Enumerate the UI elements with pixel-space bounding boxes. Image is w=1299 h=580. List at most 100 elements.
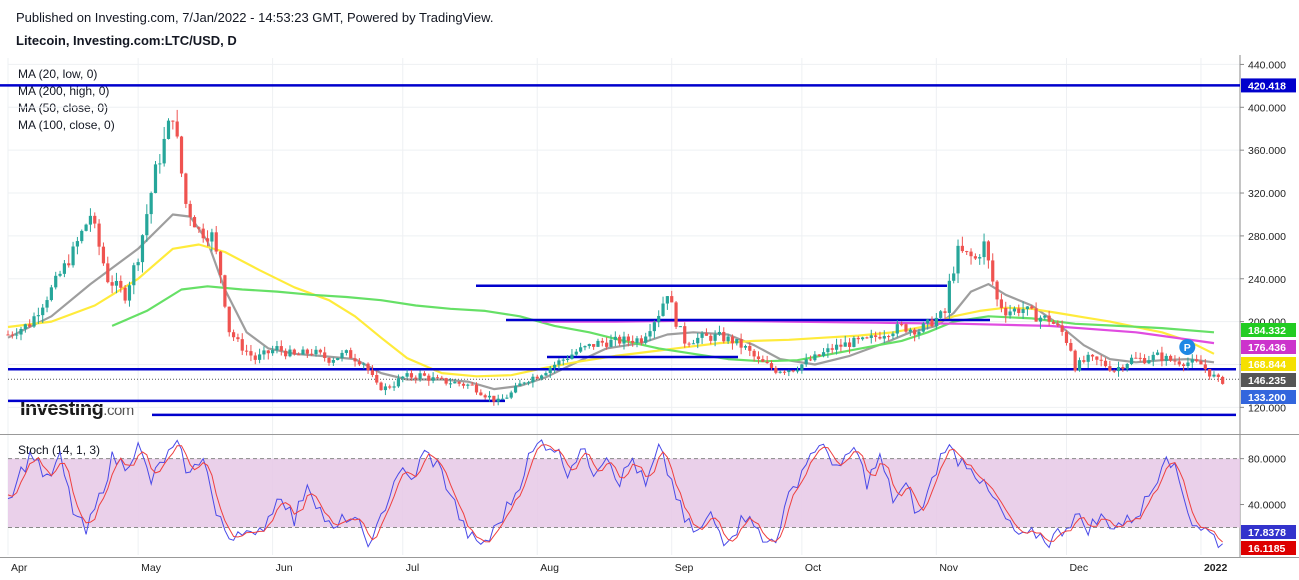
candle-body-37 [166,120,171,139]
x-tick-label-8: Dec [1069,562,1088,574]
y-tick-label-3: 320.000 [1248,188,1286,200]
candle-body-116 [509,392,513,398]
candle-body-130 [570,354,574,359]
candle-body-237 [1034,308,1038,322]
candle-body-170 [743,345,748,348]
candle-body-135 [592,344,596,347]
candle-body-99 [435,377,440,379]
candle-body-188 [821,352,826,357]
candle-body-251 [1095,356,1099,360]
candle-body-279 [1216,374,1220,377]
candle-body-119 [522,382,526,384]
candle-body-166 [726,336,730,342]
x-tick-label-1: May [141,562,162,574]
candle-body-154 [674,302,678,327]
candle-body-217 [947,280,951,313]
candle-body-2 [15,334,19,336]
candle-body-4 [23,324,27,329]
candle-body-145 [635,338,639,343]
candle-body-274 [1195,359,1199,362]
candle-body-141 [618,336,622,344]
candle-body-12 [58,273,62,276]
candle-body-33 [149,193,153,215]
price-tag-0-bg [1241,78,1296,93]
candle-body-157 [687,343,691,345]
candle-body-92 [405,373,409,377]
candle-body-275 [1199,361,1203,365]
candle-body-183 [800,364,804,371]
candle-body-80 [353,358,357,362]
candle-body-6 [32,316,36,327]
candle-body-178 [778,371,782,373]
candle-body-67 [297,354,301,356]
candle-body-57 [253,355,257,360]
price-tag-0-text: 420.418 [1248,80,1286,92]
candle-body-26 [119,280,123,288]
candle-body-167 [730,336,735,344]
candle-body-146 [639,338,643,343]
candle-body-214 [934,317,938,327]
candle-body-58 [258,354,262,360]
marker-text: P [1184,342,1191,354]
candle-body-81 [357,361,361,365]
candle-body-203 [887,336,891,338]
candle-body-69 [305,349,309,354]
candle-body-180 [787,370,791,373]
candle-body-88 [388,386,392,388]
candle-body-71 [314,349,318,355]
price-tag-4-text: 146.235 [1248,375,1286,387]
candle-body-122 [535,376,539,379]
candle-body-169 [739,339,743,348]
candle-body-9 [45,300,49,308]
candle-body-231 [1008,311,1012,316]
candle-body-96 [422,373,427,376]
candle-body-278 [1212,374,1216,377]
candle-body-261 [1138,357,1142,359]
candle-body-161 [704,333,709,336]
stoch-k-line [7,439,1223,549]
candle-body-221 [965,251,969,253]
candle-body-104 [457,381,461,384]
candle-body-184 [804,359,808,365]
candle-body-11 [54,275,58,288]
candle-body-110 [483,395,487,398]
candle-body-276 [1203,364,1207,370]
x-tick-label-7: Nov [939,562,958,574]
candle-body-220 [960,245,964,252]
candle-body-124 [544,373,548,376]
candle-body-277 [1208,369,1212,377]
candle-body-24 [110,282,114,286]
candle-body-38 [171,120,175,122]
ma200-line [541,319,1215,345]
x-tick-label-4: Aug [540,562,559,574]
candle-body-74 [327,357,331,363]
candle-body-236 [1030,306,1034,309]
y-tick-label-2: 360.000 [1248,145,1286,157]
candle-body-192 [839,344,843,347]
price-tags: 420.418 184.332 176.436 168.844 146.235 133.2… [1179,78,1296,555]
candle-body-199 [869,335,873,338]
stoch-tick-label-0: 80.0000 [1248,454,1286,466]
x-tick-label-5: Sep [675,562,694,574]
candle-body-268 [1168,355,1173,361]
candle-body-272 [1186,362,1190,367]
candle-body-132 [579,347,583,352]
candle-body-159 [696,337,700,344]
price-tag-1-bg [1241,323,1296,337]
candle-body-239 [1043,315,1047,318]
ma-20-label: MA (20, low, 0) [18,67,98,81]
candle-body-35 [158,163,162,165]
candle-body-97 [427,375,431,381]
candle-body-171 [748,345,752,351]
candle-body-225 [982,241,986,258]
candle-body-265 [1155,352,1160,355]
candle-body-45 [201,228,205,239]
candle-body-107 [470,384,474,386]
candle-body-44 [197,227,201,229]
candle-body-258 [1125,363,1129,369]
investing-logo: Investing.com [20,398,134,421]
candle-body-59 [262,350,266,355]
ma-50-label: MA (50, close, 0) [18,101,109,115]
price-tag-5-text: 133.200 [1248,392,1286,404]
